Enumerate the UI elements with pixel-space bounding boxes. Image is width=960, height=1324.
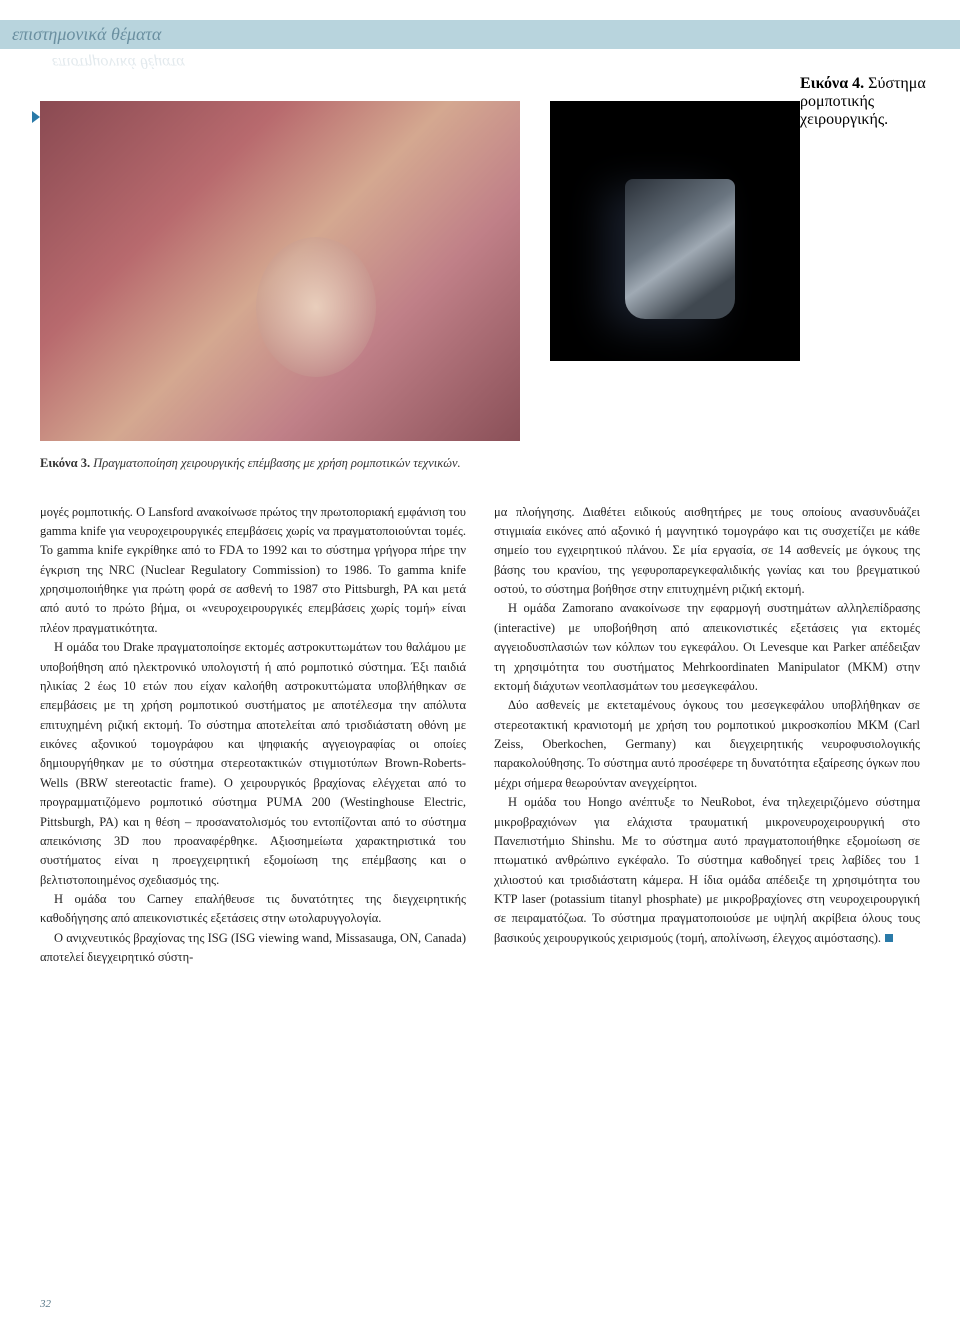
- figure-3-caption: Εικόνα 3. Πραγματοποίηση χειρουργικής επ…: [40, 455, 520, 473]
- figure-3-block: Εικόνα 3. Πραγματοποίηση χειρουργικής επ…: [40, 101, 520, 473]
- page-number: 32: [40, 1298, 51, 1310]
- figures-row: Εικόνα 3. Πραγματοποίηση χειρουργικής επ…: [40, 101, 920, 473]
- left-p2: Η ομάδα του Drake πραγματοποίησε εκτομές…: [40, 638, 466, 890]
- right-p4-text: Η ομάδα του Hongo ανέπτυξε το NeuRobot, …: [494, 795, 920, 945]
- left-p4: Ο ανιχνευτικός βραχίονας της ISG (ISG vi…: [40, 929, 466, 968]
- section-title-reflection: επιστημονικά θέματα: [52, 53, 920, 71]
- figure-4-caption: Εικόνα 4. Σύστημα ρομποτικής χειρουργική…: [800, 75, 930, 129]
- right-p4: Η ομάδα του Hongo ανέπτυξε το NeuRobot, …: [494, 793, 920, 948]
- section-header-band: επιστημονικά θέματα: [0, 20, 960, 49]
- figure-4-label: Εικόνα 4.: [800, 75, 864, 92]
- body-columns: μογές ρομποτικής. Ο Lansford ανακοίνωσε …: [40, 503, 920, 968]
- section-title: επιστημονικά θέματα: [12, 24, 948, 45]
- figure-4-image: [550, 101, 800, 361]
- right-p1: μα πλοήγησης. Διαθέτει ειδικούς αισθητήρ…: [494, 503, 920, 600]
- article-end-mark-icon: [885, 934, 893, 942]
- right-column: μα πλοήγησης. Διαθέτει ειδικούς αισθητήρ…: [494, 503, 920, 968]
- right-p2: Η ομάδα Zamorano ανακοίνωσε την εφαρμογή…: [494, 599, 920, 696]
- left-column: μογές ρομποτικής. Ο Lansford ανακοίνωσε …: [40, 503, 466, 968]
- figure-3-label: Εικόνα 3.: [40, 456, 90, 470]
- right-p3: Δύο ασθενείς με εκτεταμένους όγκους του …: [494, 696, 920, 793]
- continuation-arrow-icon: [32, 111, 40, 123]
- figure-3-caption-text: Πραγματοποίηση χειρουργικής επέμβασης με…: [93, 456, 460, 470]
- figure-3-image: [40, 101, 520, 441]
- figure-4-block: [550, 101, 800, 361]
- left-p1: μογές ρομποτικής. Ο Lansford ανακοίνωσε …: [40, 503, 466, 639]
- left-p3: Η ομάδα του Carney επαλήθευσε τις δυνατό…: [40, 890, 466, 929]
